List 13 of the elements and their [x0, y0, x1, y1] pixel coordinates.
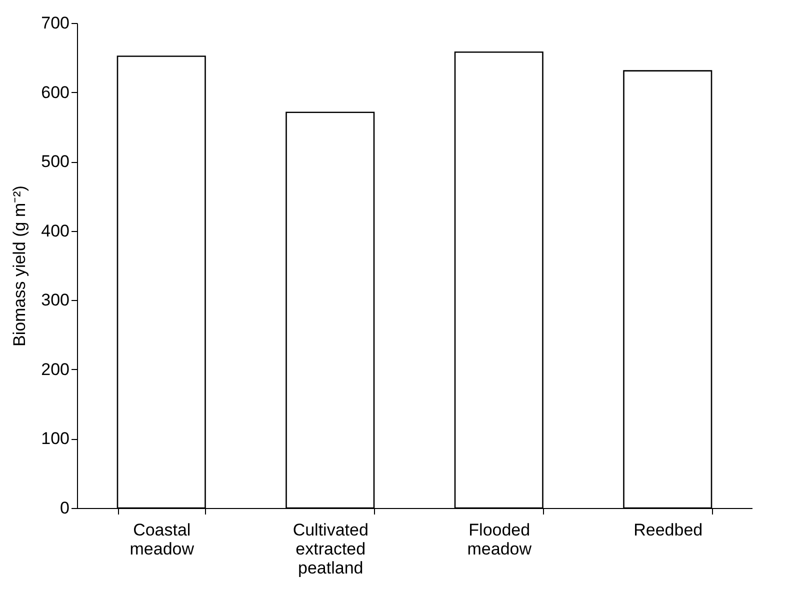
x-tick-label: Cultivated extracted peatland [292, 520, 368, 578]
y-tick-label: 500 [41, 152, 70, 172]
y-tick-label: 600 [41, 82, 70, 102]
x-tick-label: Reedbed [634, 520, 703, 540]
y-tick-label: 300 [41, 290, 70, 310]
x-tick-label: Coastal meadow [130, 520, 195, 558]
y-axis-title: Biomass yield (g m⁻²) [10, 186, 30, 346]
y-tick-label: 100 [41, 429, 70, 448]
x-tick-label: Flooded meadow [467, 520, 532, 558]
y-tick-label: 200 [41, 360, 70, 379]
y-tick-label: 0 [60, 498, 70, 518]
y-tick-label: 700 [41, 14, 70, 32]
y-tick-label: 400 [41, 221, 70, 240]
